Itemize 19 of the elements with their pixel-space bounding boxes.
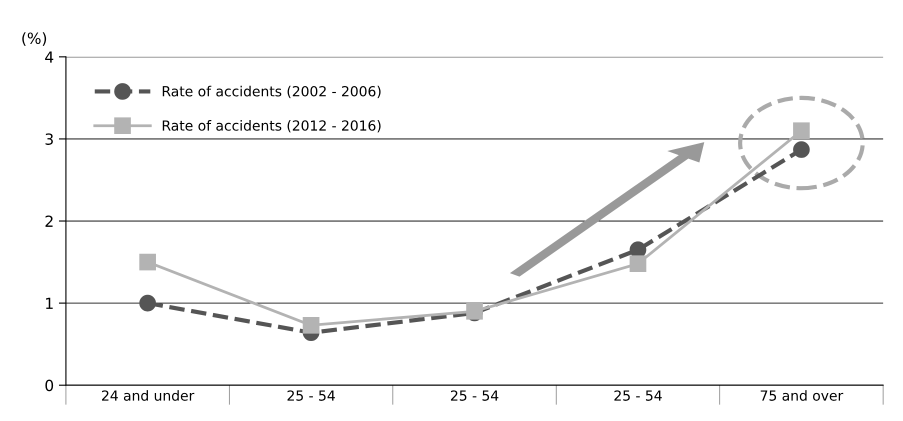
y-tick-label: 1 [46,298,53,309]
y-tick-label: 4 [45,52,54,63]
point [793,141,810,158]
point [302,316,320,334]
point [793,122,810,140]
y-tick-label: 2 [46,215,53,227]
x-tick-label: 25 - 54 [614,390,662,401]
x-tick-label: 24 and under [102,390,194,401]
x-tick-label: 75 and over [760,390,844,401]
point [139,254,156,270]
point [630,255,646,272]
y-axis-title: (%) [22,32,46,46]
point [139,294,156,312]
y-tick-label: 3 [46,133,53,145]
x-tick-label: 25 - 54 [288,390,335,401]
legend-label: Rate of accidents (2002 - 2006) [162,86,381,98]
legend-label: Rate of accidents (2012 - 2016) [162,120,381,132]
y-tick-label: 0 [45,380,54,392]
x-tick-label: 25 - 54 [450,390,498,401]
